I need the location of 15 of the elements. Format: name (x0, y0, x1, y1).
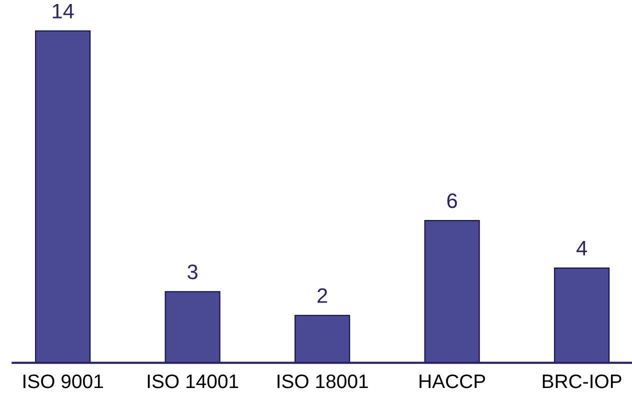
bar (35, 30, 91, 363)
data-label: 4 (576, 241, 587, 256)
x-tick-label: ISO 14001 (148, 374, 238, 388)
bar (164, 291, 220, 363)
bar (294, 314, 350, 363)
bar (424, 220, 480, 363)
x-tick-label: BRC-IOP (542, 374, 622, 388)
data-label: 3 (188, 264, 198, 280)
data-label: 2 (318, 288, 328, 303)
x-tick-label: HACCP (420, 374, 486, 388)
data-label: 14 (52, 4, 74, 18)
x-tick-label: ISO 9001 (24, 374, 103, 388)
x-tick-label: ISO 18001 (278, 374, 368, 388)
data-label: 6 (447, 193, 457, 208)
bar (554, 267, 610, 363)
